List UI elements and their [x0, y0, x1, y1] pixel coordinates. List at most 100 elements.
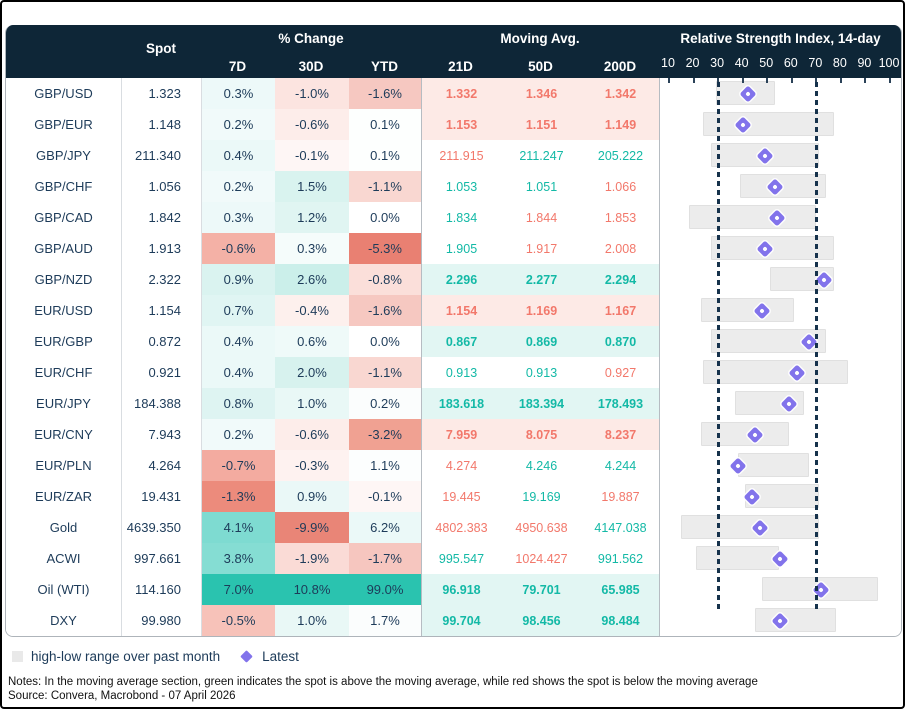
- rsi-axis-tick: [668, 78, 670, 83]
- chg-7d-value: 0.2%: [202, 171, 275, 202]
- rsi-tick-label: 20: [685, 56, 700, 70]
- chg-7d-value: 0.4%: [202, 140, 275, 171]
- chg-ytd-value: -0.1%: [349, 481, 422, 512]
- ma-21d-value: 0.867: [422, 326, 501, 357]
- rsi-reference-line-70: [814, 82, 818, 610]
- chg-ytd-value: 0.2%: [349, 388, 422, 419]
- ma-50d-value: 1.917: [501, 233, 582, 264]
- ma-200d-value: 0.870: [582, 326, 660, 357]
- table-row: GBP/EUR 1.148 0.2% -0.6% 0.1% 1.153 1.15…: [6, 109, 901, 140]
- chg-ytd-value: 1.7%: [349, 605, 422, 636]
- ma-21d-value: 1.834: [422, 202, 501, 233]
- chg-7d-value: 0.3%: [202, 78, 275, 109]
- chg-ytd-value: 6.2%: [349, 512, 422, 543]
- instrument-label: EUR/ZAR: [6, 481, 122, 512]
- rsi-plot-cell: [660, 264, 901, 295]
- chg-ytd-value: -5.3%: [349, 233, 422, 264]
- table-row: EUR/USD 1.154 0.7% -0.4% -1.6% 1.154 1.1…: [6, 295, 901, 326]
- instrument-label: DXY: [6, 605, 122, 636]
- instrument-label: Gold: [6, 512, 122, 543]
- rsi-tick-label: 90: [857, 56, 872, 70]
- table-row: EUR/CNY 7.943 0.2% -0.6% -3.2% 7.959 8.0…: [6, 419, 901, 450]
- ma-50d-value: 8.075: [501, 419, 582, 450]
- table-row: GBP/JPY 211.340 0.4% -0.1% 0.1% 211.915 …: [6, 140, 901, 171]
- rsi-range-bar: [688, 205, 817, 229]
- chg-7d-value: 0.4%: [202, 357, 275, 388]
- ma-200d-value: 8.237: [582, 419, 660, 450]
- chg-30d-value: -0.6%: [275, 419, 349, 450]
- rsi-tick-label: 30: [710, 56, 725, 70]
- table-row: GBP/CAD 1.842 0.3% 1.2% 0.0% 1.834 1.844…: [6, 202, 901, 233]
- chg-30d-value: 2.0%: [275, 357, 349, 388]
- rsi-plot-cell: [660, 233, 901, 264]
- ma-200d-value: 98.484: [582, 605, 660, 636]
- rsi-plot-cell: [660, 326, 901, 357]
- rsi-range-bar: [681, 515, 819, 539]
- ma-200d-value: 4147.038: [582, 512, 660, 543]
- chg-7d-value: -0.6%: [202, 233, 275, 264]
- rsi-axis-tick: [839, 78, 842, 83]
- chg-ytd-value: 1.1%: [349, 450, 422, 481]
- instrument-label: GBP/USD: [6, 78, 122, 109]
- ma-200d-value: 65.985: [582, 574, 660, 605]
- rsi-plot-cell: [660, 78, 901, 109]
- rsi-range-bar: [740, 174, 827, 198]
- rsi-tick-label: 60: [783, 56, 798, 70]
- rsi-tick-label: 70: [808, 56, 823, 70]
- ma-21d-value: 1.154: [422, 295, 501, 326]
- ma-200d-value: 205.222: [582, 140, 660, 171]
- chg-ytd-value: -1.6%: [349, 78, 422, 109]
- ma-50d-value: 98.456: [501, 605, 582, 636]
- rsi-range-bar: [700, 298, 795, 322]
- instrument-label: EUR/JPY: [6, 388, 122, 419]
- spot-value: 1.154: [122, 295, 202, 326]
- rsi-plot-cell: [660, 140, 901, 171]
- ma-200d-value: 1.167: [582, 295, 660, 326]
- column-group-pct-change: % Change: [278, 31, 344, 46]
- rsi-axis-tick: [889, 78, 891, 83]
- spot-value: 184.388: [122, 388, 202, 419]
- ma-50d-value: 183.394: [501, 388, 582, 419]
- instrument-label: GBP/AUD: [6, 233, 122, 264]
- rsi-plot-cell: [660, 109, 901, 140]
- ma-21d-value: 995.547: [422, 543, 501, 574]
- ma-200d-value: 0.927: [582, 357, 660, 388]
- rsi-axis-tick: [864, 78, 867, 83]
- spot-value: 2.322: [122, 264, 202, 295]
- rsi-tick-label: 50: [759, 56, 774, 70]
- table-row: EUR/CHF 0.921 0.4% 2.0% -1.1% 0.913 0.91…: [6, 357, 901, 388]
- ma-21d-value: 7.959: [422, 419, 501, 450]
- ma-21d-value: 1.905: [422, 233, 501, 264]
- rsi-plot-cell: [660, 543, 901, 574]
- ma-200d-value: 178.493: [582, 388, 660, 419]
- chg-ytd-value: -1.7%: [349, 543, 422, 574]
- chg-7d-value: -1.3%: [202, 481, 275, 512]
- range-swatch-icon: [12, 651, 23, 662]
- column-header-spot: Spot: [146, 41, 176, 56]
- rsi-axis-tick: [815, 78, 818, 83]
- chg-ytd-value: -3.2%: [349, 419, 422, 450]
- ma-50d-value: 0.913: [501, 357, 582, 388]
- spot-value: 19.431: [122, 481, 202, 512]
- rsi-axis-tick: [741, 78, 744, 83]
- chg-7d-value: 0.7%: [202, 295, 275, 326]
- chg-7d-value: -0.5%: [202, 605, 275, 636]
- instrument-label: GBP/CAD: [6, 202, 122, 233]
- ma-50d-value: 1.844: [501, 202, 582, 233]
- instrument-label: EUR/GBP: [6, 326, 122, 357]
- ma-50d-value: 4950.638: [501, 512, 582, 543]
- ma-50d-value: 0.869: [501, 326, 582, 357]
- ma-200d-value: 19.887: [582, 481, 660, 512]
- ma-200d-value: 2.008: [582, 233, 660, 264]
- ma-21d-value: 99.704: [422, 605, 501, 636]
- chg-7d-value: 0.8%: [202, 388, 275, 419]
- rsi-plot-cell: [660, 574, 901, 605]
- spot-value: 4.264: [122, 450, 202, 481]
- legend-range-label: high-low range over past month: [31, 649, 221, 664]
- ma-200d-value: 1.853: [582, 202, 660, 233]
- instrument-label: ACWI: [6, 543, 122, 574]
- rsi-plot-cell: [660, 419, 901, 450]
- chg-30d-value: 1.5%: [275, 171, 349, 202]
- ma-21d-value: 96.918: [422, 574, 501, 605]
- rsi-axis-tick: [717, 78, 720, 83]
